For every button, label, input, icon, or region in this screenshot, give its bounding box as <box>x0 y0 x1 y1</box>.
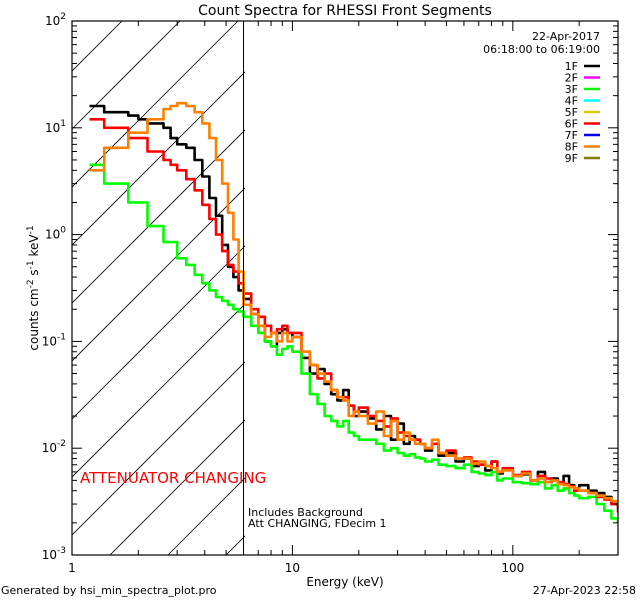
legend-label: 6F <box>565 118 578 131</box>
legend-label: 5F <box>565 106 578 119</box>
hatch-line <box>284 0 640 555</box>
x-axis-label: Energy (keV) <box>306 575 383 589</box>
generated-by-text: Generated by hsi_min_spectra_plot.pro <box>1 584 217 597</box>
y-tick-label: 102 <box>45 12 66 28</box>
chart-title: Count Spectra for RHESSI Front Segments <box>198 3 492 19</box>
y-tick-label: 10-1 <box>42 332 66 348</box>
legend-label: 8F <box>565 141 578 154</box>
y-tick-label: 100 <box>45 226 66 242</box>
x-tick-label: 10 <box>285 561 300 575</box>
y-axis-label: counts cm-2 s-1 keV-1 <box>26 225 41 350</box>
hatch-line <box>72 129 245 304</box>
hatch-line <box>458 0 640 555</box>
plot-frame <box>71 20 619 556</box>
y-tick-label: 10-2 <box>42 439 66 455</box>
hatch-line <box>72 21 181 130</box>
hatch-line <box>72 361 245 536</box>
hatch-line <box>72 21 239 188</box>
hatch-line <box>72 71 245 246</box>
legend-time-range: 06:18:00 to 06:19:00 <box>483 43 600 56</box>
legend-date: 22-Apr-2017 <box>532 30 600 43</box>
hatch-line <box>400 0 640 555</box>
attenuator-state-annotation: Att CHANGING, FDecim 1 <box>248 517 387 530</box>
hatch-line <box>72 187 245 362</box>
legend-label: 4F <box>565 95 578 108</box>
series-line-8F <box>89 101 618 504</box>
legend-label: 7F <box>565 129 578 142</box>
y-tick-label: 10-3 <box>42 546 66 562</box>
series-line-3F <box>89 163 618 523</box>
x-tick-label: 100 <box>501 561 524 575</box>
hatch-line <box>72 303 245 478</box>
series-line-1F <box>89 104 618 508</box>
series-line-6F <box>89 118 618 513</box>
legend-label: 2F <box>565 72 578 85</box>
background-annotation: Includes Background <box>248 506 363 519</box>
y-tick-label: 101 <box>45 119 66 135</box>
hatch-line <box>109 419 245 555</box>
attenuator-annotation: ATTENUATOR CHANGING <box>80 469 266 487</box>
legend-label: 3F <box>565 83 578 96</box>
legend-label: 9F <box>565 152 578 165</box>
footer-timestamp: 27-Apr-2023 22:58 <box>533 584 636 597</box>
hatch-line <box>72 245 245 420</box>
hatched-region <box>72 0 640 555</box>
legend-label: 1F <box>565 60 578 73</box>
x-tick-label: 1 <box>68 561 76 575</box>
